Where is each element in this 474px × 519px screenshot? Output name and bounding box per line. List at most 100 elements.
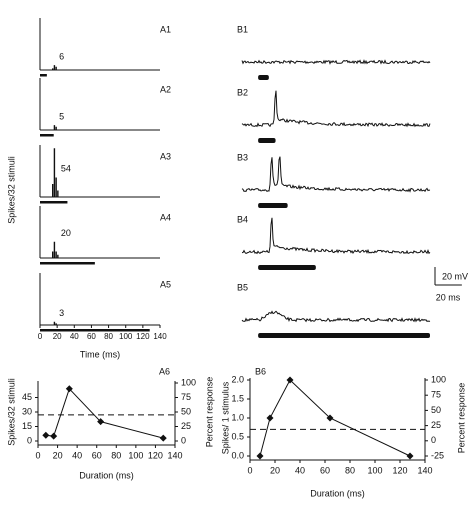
x-tick-label: 60: [320, 465, 330, 475]
x-tick-label: 140: [167, 450, 182, 460]
y2-tick-label: 0: [431, 435, 436, 445]
x-tick-label: 20: [270, 465, 280, 475]
count-label: 3: [59, 308, 64, 318]
x-axis-label: Duration (ms): [310, 488, 365, 498]
histogram-bar: [55, 177, 57, 197]
y-tick-label: 30: [22, 406, 32, 416]
stimulus-bar: [40, 201, 68, 204]
x-tick-label: 40: [70, 332, 79, 341]
time-scale-label: 20 ms: [436, 292, 461, 302]
x-tick-label: 120: [148, 450, 163, 460]
y-tick-label: 45: [22, 392, 32, 402]
x-axis-label: Duration (ms): [79, 470, 134, 480]
data-point: [266, 414, 274, 422]
histogram-bar: [53, 241, 56, 258]
histogram-bar: [52, 184, 54, 197]
stimulus-bar: [258, 138, 276, 143]
data-point: [406, 452, 414, 460]
panel-label: B6: [255, 366, 266, 376]
histogram-bar: [55, 251, 57, 258]
stimulus-bar: [258, 203, 288, 208]
x-tick-label: 60: [92, 450, 102, 460]
axes: [249, 378, 426, 461]
histogram-bar: [57, 190, 59, 197]
histogram-bar: [57, 254, 59, 258]
x-tick-label: 120: [392, 465, 407, 475]
x-tick-label: 120: [136, 332, 150, 341]
x-tick-label: 140: [417, 465, 432, 475]
stimulus-bar: [40, 134, 54, 137]
y-tick-label: 0.5: [231, 431, 244, 441]
panel-label: A2: [160, 84, 171, 94]
y-tick-label: 1.5: [231, 393, 244, 403]
y-axis-label: Spikes/ 1 stimulus: [220, 381, 230, 454]
stimulus-bar: [40, 329, 150, 332]
voltage-trace: [241, 217, 431, 255]
data-point: [50, 432, 58, 440]
histogram-bar: [53, 321, 56, 325]
y2-tick-label: 75: [431, 390, 441, 400]
x-tick-label: 40: [295, 465, 305, 475]
panel-label: A1: [160, 24, 171, 34]
histogram-bar: [53, 125, 56, 130]
y2-tick-label: 50: [181, 406, 191, 416]
stimulus-bar: [258, 333, 430, 338]
y-tick-label: 0.0: [231, 450, 244, 460]
voltage-trace: [241, 310, 431, 323]
count-label: 54: [61, 163, 71, 173]
y-tick-label: 0: [27, 435, 32, 445]
y2-tick-label: 50: [431, 405, 441, 415]
histogram-bar: [53, 65, 56, 70]
x-tick-label: 80: [345, 465, 355, 475]
y-axis-label: Spikes/32 stimuli: [6, 156, 16, 224]
panel-label: A3: [160, 151, 171, 161]
voltage-trace: [241, 59, 431, 65]
stimulus-bar: [258, 75, 269, 80]
stimulus-bar: [40, 262, 95, 265]
voltage-trace: [241, 90, 431, 128]
x-tick-label: 20: [53, 450, 63, 460]
x-tick-label: 0: [35, 450, 40, 460]
y2-tick-label: -25: [431, 450, 444, 460]
voltage-scale-label: 20 mV: [442, 271, 468, 281]
y-tick-label: 1.0: [231, 412, 244, 422]
data-point: [97, 418, 105, 426]
data-point: [286, 376, 294, 384]
voltage-trace: [241, 156, 431, 193]
y2-tick-label: 25: [181, 421, 191, 431]
y2-axis-label: Percent response: [204, 377, 214, 448]
panel-label: A4: [160, 212, 171, 222]
data-point: [256, 452, 264, 460]
x-tick-label: 60: [87, 332, 96, 341]
x-tick-label: 20: [53, 332, 62, 341]
y2-tick-label: 0: [181, 435, 186, 445]
y-tick-label: 15: [22, 421, 32, 431]
stimulus-bar: [258, 265, 316, 270]
y2-tick-label: 25: [431, 420, 441, 430]
histogram-bar: [55, 323, 57, 325]
count-label: 5: [59, 112, 64, 122]
y2-tick-label: 100: [181, 377, 196, 387]
x-tick-label: 80: [104, 332, 113, 341]
stimulus-bar: [40, 74, 47, 77]
panel-label: B4: [237, 214, 248, 224]
x-tick-label: 0: [247, 465, 252, 475]
x-tick-label: 100: [128, 450, 143, 460]
histogram-bar: [52, 68, 54, 70]
data-line: [259, 379, 411, 457]
data-point: [65, 385, 73, 393]
count-label: 6: [59, 52, 64, 62]
x-tick-label: 40: [72, 450, 82, 460]
y-axis-label: Spikes/32 stimuli: [6, 378, 16, 446]
y-tick-label: 2.0: [231, 374, 244, 384]
histogram-bar: [55, 126, 57, 130]
histogram-bar: [53, 148, 56, 197]
x-tick-label: 140: [153, 332, 167, 341]
y2-tick-label: 75: [181, 392, 191, 402]
panel-label: B2: [237, 87, 248, 97]
panel-label: A6: [159, 366, 170, 376]
y2-tick-label: 100: [431, 374, 446, 384]
panel-label: B3: [237, 152, 248, 162]
count-label: 20: [61, 228, 71, 238]
